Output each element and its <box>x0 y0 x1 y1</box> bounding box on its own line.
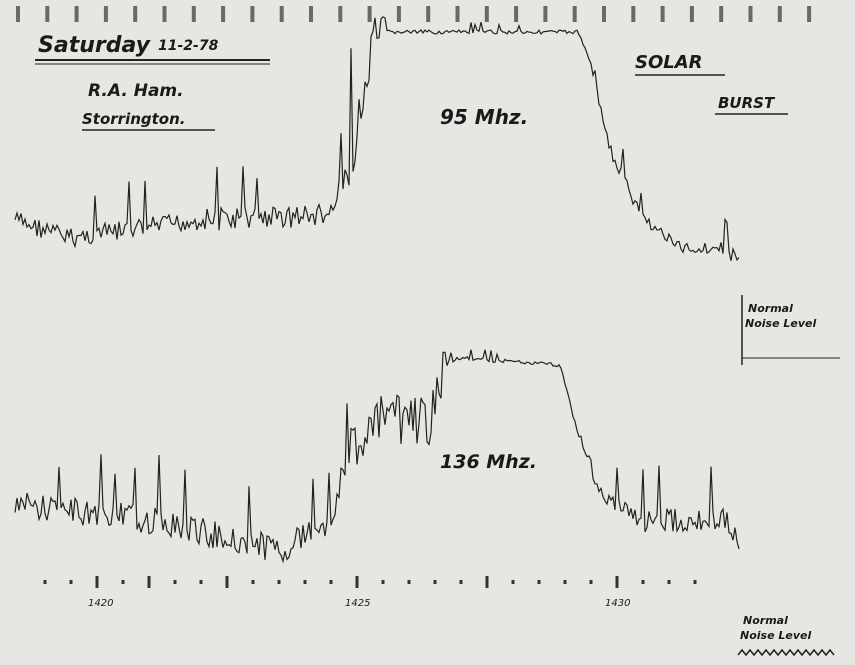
tick <box>221 6 226 22</box>
tick <box>338 6 343 22</box>
tick <box>173 580 177 584</box>
tick <box>631 6 636 22</box>
solar-label: SOLAR <box>635 52 703 73</box>
trace <box>14 16 740 262</box>
tick <box>484 6 489 22</box>
tick <box>69 580 73 584</box>
time-label: 1430 <box>605 598 630 609</box>
tick <box>191 6 196 22</box>
date-label: Saturday <box>38 33 152 58</box>
noise-squiggle <box>737 648 835 657</box>
tick <box>807 6 812 22</box>
tick <box>426 6 431 22</box>
traces <box>14 16 740 564</box>
tick <box>641 580 645 584</box>
tick <box>459 580 463 584</box>
location-label: Storrington. <box>82 110 185 128</box>
tick <box>277 580 281 584</box>
tick <box>43 580 47 584</box>
bottom-tick-row <box>43 576 697 588</box>
tick <box>589 580 593 584</box>
date-numbers: 11-2-78 <box>158 38 219 54</box>
tick <box>433 580 437 584</box>
tick <box>455 6 460 22</box>
trace-136-label: 136 Mhz. <box>440 451 537 473</box>
tick <box>121 580 125 584</box>
tick <box>381 580 385 584</box>
tick <box>537 580 541 584</box>
tick <box>162 6 167 22</box>
burst-label: BURST <box>718 94 776 112</box>
trace <box>14 349 740 564</box>
tick <box>777 6 782 22</box>
tick <box>103 6 108 22</box>
tick <box>543 6 548 22</box>
normal-noise-upper: Normal <box>748 302 793 315</box>
tick <box>74 6 79 22</box>
tick <box>329 580 333 584</box>
tick <box>602 6 606 22</box>
normal-noise-lower: Noise Level <box>740 629 811 642</box>
tick <box>563 580 567 584</box>
tick <box>251 580 255 584</box>
tick <box>396 6 401 22</box>
tick <box>250 6 255 22</box>
normal-noise-upper: Noise Level <box>745 317 816 330</box>
top-tick-row <box>16 6 812 22</box>
tick <box>485 576 489 588</box>
tick <box>147 576 151 588</box>
trace-95-label: 95 Mhz. <box>440 105 528 129</box>
tick <box>225 576 229 588</box>
tick <box>355 576 359 588</box>
tick <box>95 576 99 588</box>
tick <box>303 580 307 584</box>
tick <box>689 6 694 22</box>
tick <box>309 6 313 22</box>
tick <box>693 580 697 584</box>
tick <box>511 580 515 584</box>
time-label: 1425 <box>345 598 370 609</box>
tick <box>660 6 665 22</box>
tick <box>407 580 411 584</box>
tick <box>16 6 20 22</box>
tick <box>719 6 724 22</box>
tick <box>514 6 519 22</box>
station-label: R.A. Ham. <box>88 81 184 101</box>
tick <box>367 6 372 22</box>
tick <box>615 576 619 588</box>
tick <box>199 580 203 584</box>
tick <box>133 6 138 22</box>
tick <box>572 6 577 22</box>
tick <box>45 6 50 22</box>
tick <box>748 6 753 22</box>
normal-noise-lower: Normal <box>743 614 788 627</box>
tick <box>667 580 671 584</box>
tick <box>279 6 284 22</box>
time-label: 1420 <box>88 598 113 609</box>
